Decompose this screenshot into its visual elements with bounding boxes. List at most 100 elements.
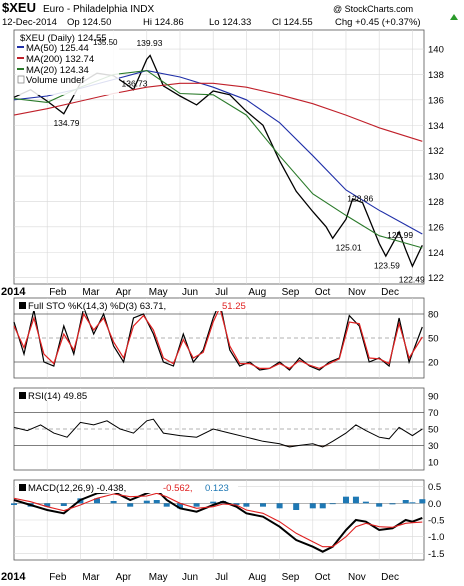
- price-tick-label: 132: [428, 146, 444, 157]
- quote-open: Op 124.50: [67, 17, 111, 28]
- macd-legend-text: MACD(12,26,9) -0.438,: [28, 483, 126, 494]
- sto-d-value: 51.25: [222, 301, 246, 312]
- label-layer: 122 124 126 128 130 132 134 136 138 140 139.93 134.…: [53, 38, 444, 560]
- rsi-tick-label: 70: [428, 408, 439, 419]
- macd-histogram-bar: [127, 503, 134, 507]
- macd-histogram-bar: [11, 503, 17, 505]
- rsi-tick-label: 90: [428, 392, 439, 403]
- price-annotation: 134.79: [53, 118, 79, 128]
- macd-tick-label: 0.5: [428, 482, 441, 493]
- macd-legend-background: [16, 481, 238, 493]
- macd-histogram-bar: [153, 500, 160, 504]
- macd-histogram-bar: [210, 501, 217, 504]
- quote-date: 12-Dec-2014: [2, 17, 57, 28]
- sto-legend-background: [16, 299, 252, 311]
- macd-histogram-bar: [352, 496, 359, 504]
- x-label-jun: Jun: [182, 572, 198, 583]
- x-axis: 2014 Feb Mar Apr May Jun Jul Aug Sep Oct…: [1, 571, 399, 583]
- macd-histogram-bar: [376, 503, 383, 507]
- price-annotation: 122.49: [399, 274, 425, 284]
- price-tick-label: 140: [428, 45, 444, 56]
- x-label-top-oct: Oct: [315, 287, 331, 298]
- price-legend: $XEU (Daily) 124.55 MA(50) 125.44 MA(200…: [16, 31, 119, 95]
- sto-swatch: [19, 302, 26, 309]
- sto-legend: Full STO %K(14,3) %D(3) 63.71, 51.25: [16, 299, 252, 312]
- legend-ma50: MA(50) 125.44: [26, 43, 89, 54]
- x-label-dec: Dec: [381, 572, 399, 583]
- x-label-mar: Mar: [82, 572, 100, 583]
- price-tick-label: 130: [428, 172, 444, 183]
- x-label-top-nov: Nov: [348, 287, 366, 298]
- macd-histogram-bar: [409, 502, 416, 504]
- macd-histogram-bar: [329, 503, 336, 505]
- x-label-top-jun: Jun: [182, 287, 198, 298]
- legend-volume-swatch: [17, 75, 25, 84]
- macd-hist-value: 0.123: [205, 483, 229, 494]
- x-label-top-apr: Apr: [116, 287, 132, 298]
- quote-close: Cl 124.55: [272, 17, 313, 28]
- rsi-tick-label: 30: [428, 441, 439, 452]
- x-label-top-sep: Sep: [282, 287, 300, 298]
- ma200-line: [13, 82, 423, 142]
- quote-low: Lo 124.33: [209, 17, 251, 28]
- price-tick-label: 126: [428, 222, 444, 233]
- macd-histogram-bar: [233, 503, 240, 505]
- symbol-title: $XEU: [2, 0, 36, 15]
- price-tick-label: 136: [428, 95, 444, 106]
- x-label-feb: Feb: [49, 572, 67, 583]
- index-name: Euro - Philadelphia INDX: [43, 4, 154, 15]
- legend-background: [16, 31, 119, 95]
- price-annotation: 136.73: [122, 79, 148, 89]
- legend-ma20: MA(20) 124.34: [26, 65, 89, 76]
- macd-histogram-bar: [293, 503, 300, 510]
- rsi-tick-label: 10: [428, 457, 439, 468]
- macd-line: [13, 488, 423, 553]
- macd-signal-line: [13, 492, 423, 548]
- x-label-nov: Nov: [348, 572, 366, 583]
- macd-histogram-bar: [243, 503, 250, 507]
- x-label-top-may: May: [149, 287, 168, 298]
- x-label-2014: 2014: [1, 571, 26, 583]
- x-label-top-feb: Feb: [49, 287, 67, 298]
- x-label-top-dec: Dec: [381, 287, 399, 298]
- macd-histogram-bar: [193, 503, 200, 507]
- macd-histogram-bar: [276, 503, 283, 509]
- macd-histogram-bar: [143, 500, 150, 504]
- macd-histogram-bar: [110, 501, 117, 504]
- macd-legend: MACD(12,26,9) -0.438, -0.562, 0.123: [16, 481, 238, 494]
- x-label-aug: Aug: [248, 572, 266, 583]
- sto-tick-label: 50: [428, 334, 439, 345]
- clipped-price-label: 135.50: [93, 38, 118, 47]
- price-tick-label: 138: [428, 70, 444, 81]
- price-annotation: 125.01: [336, 242, 362, 252]
- price-panel-frame: [13, 29, 425, 285]
- x-label-sep: Sep: [282, 572, 300, 583]
- price-annotation: 125.99: [387, 230, 413, 240]
- quote-high: Hi 124.86: [143, 17, 184, 28]
- rsi-legend: RSI(14) 49.85: [16, 389, 108, 402]
- macd-histogram-bar: [44, 503, 51, 507]
- macd-histogram-bar: [389, 503, 396, 505]
- macd-histogram-bar: [419, 499, 426, 504]
- price-tick-label: 122: [428, 273, 444, 284]
- macd-signal-value: -0.562,: [163, 483, 193, 494]
- macd-histogram-bar: [163, 503, 170, 507]
- macd-histogram-bar: [93, 498, 100, 504]
- price-tick-label: 124: [428, 248, 444, 259]
- rsi-tick-label: 50: [428, 425, 439, 436]
- x-axis-top: 2014 Feb Mar Apr May Jun Jul Aug Sep Oct…: [1, 286, 399, 298]
- sto-d-line: [13, 305, 423, 370]
- copyright-text: @ StockCharts.com: [333, 4, 413, 14]
- price-annotation: 139.93: [136, 38, 162, 48]
- legend-volume: Volume undef: [26, 75, 84, 86]
- macd-tick-label: -1.0: [428, 532, 444, 543]
- x-label-top-jul: Jul: [215, 287, 228, 298]
- sto-tick-label: 20: [428, 358, 439, 369]
- macd-histogram-bar: [342, 496, 349, 504]
- rsi-swatch: [19, 392, 26, 399]
- macd-histogram-bar: [402, 500, 409, 504]
- x-label-top-2014: 2014: [1, 286, 26, 298]
- price-annotation: 123.59: [374, 260, 400, 270]
- price-annotation: 128.86: [347, 194, 373, 204]
- macd-tick-label: 0.0: [428, 499, 441, 510]
